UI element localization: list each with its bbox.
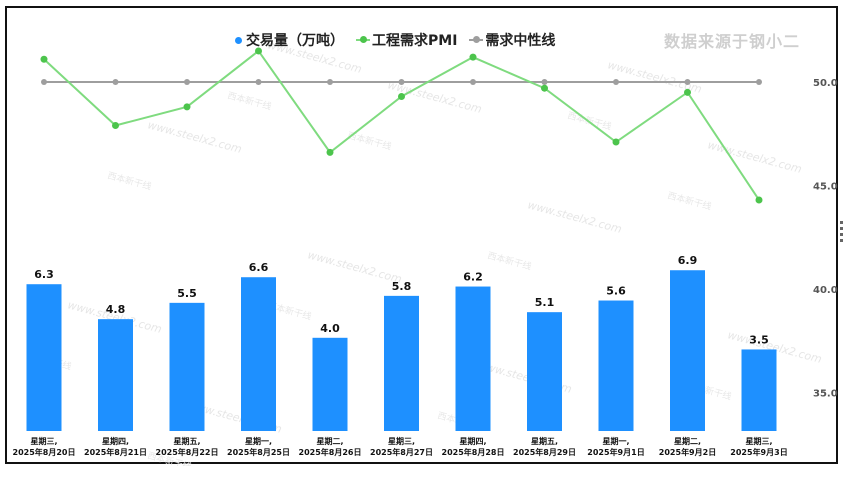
median-point: [255, 79, 262, 85]
pmi-point: [255, 47, 262, 55]
bar: [598, 300, 634, 431]
x-tick-label-date: 2025年8月25日: [227, 447, 290, 457]
median-point: [112, 79, 119, 85]
legend-item-volume[interactable]: 交易量（万吨）: [235, 30, 344, 50]
right-axis-tick-label: 40.0: [813, 285, 838, 296]
bar-value-labels: 6.3 4.8 5.5 6.6 4.0 5.8 6.2 5.1 5.6 6.9 3.5: [34, 254, 769, 346]
bar-value-label: 6.6: [249, 261, 269, 274]
bar: [527, 312, 562, 431]
median-point: [398, 79, 405, 85]
legend-item-pmi[interactable]: 工程需求PMI: [356, 30, 457, 50]
pmi-point: [183, 103, 191, 111]
x-tick-label-date: 2025年8月26日: [299, 447, 362, 457]
bar-value-label: 3.5: [749, 333, 769, 346]
right-axis-tick-label: 45.0: [813, 182, 838, 193]
bar-value-label: 5.5: [177, 287, 197, 300]
right-axis-title-mark: [836, 218, 846, 258]
pmi-point: [612, 138, 620, 146]
bar-value-label: 6.9: [678, 254, 698, 267]
legend-label-volume: 交易量（万吨）: [246, 33, 344, 49]
x-tick-label-day: 星期一,: [245, 436, 272, 446]
bar-value-label: 5.1: [535, 296, 555, 309]
watermark-brand: 西本新干线: [486, 249, 533, 272]
bar: [169, 302, 205, 431]
legend-label-median: 需求中性线: [485, 33, 556, 49]
pmi-point: [398, 92, 405, 100]
source-note: 数据来源于钢小二: [664, 32, 801, 51]
pmi-series: [40, 47, 763, 204]
pmi-point: [326, 148, 334, 156]
x-tick-label-day: 星期三,: [388, 436, 415, 446]
median-point: [41, 79, 47, 85]
legend-marker-median: [469, 36, 484, 43]
bar-series: [26, 270, 777, 431]
x-tick-label-date: 2025年8月21日: [84, 447, 147, 457]
legend-marker-pmi: [356, 36, 370, 43]
bar-value-label: 4.8: [106, 303, 126, 316]
watermark-brand: 西本新干线: [106, 169, 153, 192]
bar: [26, 284, 62, 431]
median-point: [184, 79, 190, 85]
pmi-point: [469, 53, 477, 61]
legend-item-median[interactable]: 需求中性线: [469, 30, 555, 50]
median-series: [41, 79, 762, 85]
x-tick-label-day: 星期一,: [602, 436, 629, 446]
bar: [98, 319, 133, 431]
x-tick-label-day: 星期二,: [674, 436, 701, 446]
watermark-brand: 西本新干线: [666, 189, 713, 212]
x-tick-label-date: 2025年9月2日: [659, 447, 716, 457]
x-tick-label-day: 星期二,: [316, 436, 343, 446]
x-tick-label-date: 2025年8月22日: [156, 447, 219, 457]
pmi-point: [112, 121, 119, 129]
bar: [241, 277, 276, 431]
bar: [741, 349, 777, 431]
x-tick-label-day: 星期三,: [745, 436, 772, 446]
watermark-site: www.steelx2.com: [306, 248, 403, 286]
bar-value-label: 4.0: [320, 322, 340, 335]
bar-value-label: 5.6: [606, 285, 626, 298]
x-axis: 星期三,2025年8月20日星期四,2025年8月21日星期五,2025年8月2…: [13, 436, 788, 457]
bar: [670, 270, 705, 431]
combo-chart: www.steelx2.com 西本新干线 www.steelx2.com 西本新干线…: [13, 38, 838, 466]
watermark-site: www.steelx2.com: [526, 198, 623, 236]
x-tick-label-date: 2025年8月29日: [513, 447, 576, 457]
watermark-brand: 西本新干线: [226, 89, 273, 112]
bar-value-label: 6.3: [34, 268, 54, 281]
chart-frame: www.steelx2.com 西本新干线 www.steelx2.com 西本新干线…: [5, 6, 843, 466]
watermark-brand: 西本新干线: [346, 129, 393, 152]
bar: [312, 337, 348, 431]
legend-label-pmi: 工程需求PMI: [372, 33, 458, 49]
median-point: [684, 79, 691, 85]
pmi-point: [755, 196, 763, 204]
x-tick-label-day: 星期三,: [30, 436, 57, 446]
x-tick-label-date: 2025年9月3日: [730, 447, 787, 457]
x-tick-label-date: 2025年8月28日: [442, 447, 505, 457]
median-point: [541, 79, 548, 85]
legend-marker-volume: [235, 36, 242, 44]
bar: [384, 295, 419, 431]
pmi-point: [40, 55, 48, 63]
legend: 交易量（万吨） 工程需求PMI 需求中性线: [235, 30, 567, 50]
bar-value-label: 6.2: [463, 271, 483, 284]
bar: [455, 286, 491, 431]
x-tick-label-day: 星期四,: [459, 436, 486, 446]
x-tick-label-day: 星期五,: [173, 436, 200, 446]
watermark-site: www.steelx2.com: [146, 118, 243, 156]
right-axis-tick-label: 35.0: [813, 389, 838, 400]
median-point: [470, 79, 476, 85]
right-axis: 50.0 45.0 40.0 35.0: [813, 78, 838, 400]
right-axis-tick-label: 50.0: [813, 78, 838, 89]
median-point: [327, 79, 333, 85]
pmi-point: [684, 88, 691, 96]
x-tick-label-date: 2025年8月27日: [370, 447, 433, 457]
x-tick-label-day: 星期四,: [102, 436, 129, 446]
median-point: [756, 79, 762, 85]
pmi-point: [541, 84, 548, 92]
bar-value-label: 5.8: [392, 280, 412, 293]
median-point: [613, 79, 619, 85]
x-tick-label-date: 2025年8月20日: [13, 447, 76, 457]
x-tick-label-date: 2025年9月1日: [587, 447, 644, 457]
x-tick-label-day: 星期五,: [531, 436, 558, 446]
